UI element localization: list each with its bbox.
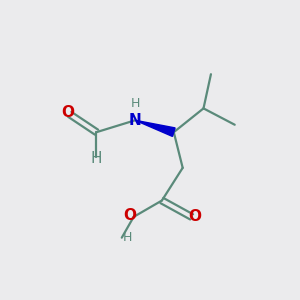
Text: N: N (129, 113, 142, 128)
Text: H: H (91, 152, 102, 166)
Polygon shape (135, 120, 175, 136)
Text: O: O (61, 105, 74, 120)
Text: O: O (189, 209, 202, 224)
Text: H: H (123, 231, 132, 244)
Text: H: H (130, 98, 140, 110)
Text: O: O (124, 208, 136, 223)
